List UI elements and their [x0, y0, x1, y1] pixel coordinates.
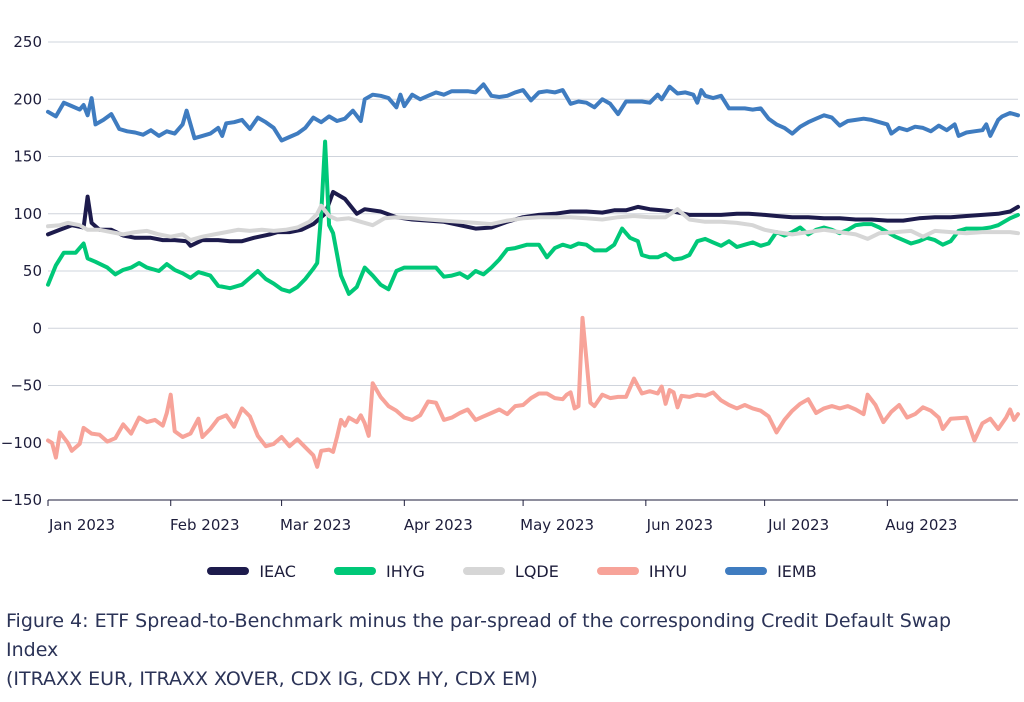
- series-line-ihyg: [46, 139, 1020, 296]
- x-tick-label-jan-2023: Jan 2023: [48, 516, 115, 534]
- series-line-ieac: [46, 190, 1020, 248]
- legend-swatch-ihyu: [596, 567, 639, 575]
- legend-item-lqde: LQDE: [462, 561, 559, 581]
- series-line-ihyu: [46, 315, 1020, 469]
- chart-svg: 250 200 150 100 50 0 −50 −100 −150 Jan 2023 Feb 20…: [1, 33, 1020, 534]
- legend-label-ihyg: IHYG: [385, 561, 425, 581]
- x-tick-label-jul-2023: Jul 2023: [767, 516, 829, 534]
- x-tick-label-feb-2023: Feb 2023: [170, 516, 240, 534]
- legend-swatch-ihyg: [333, 567, 376, 575]
- y-tick-label-150: 150: [13, 148, 42, 166]
- legend-label-ieac: IEAC: [259, 561, 296, 581]
- legend-item-ihyg: IHYG: [333, 561, 425, 581]
- series-layer: [46, 82, 1020, 469]
- series-line-lqde: [46, 203, 1020, 243]
- x-tick-label-apr-2023: Apr 2023: [404, 516, 473, 534]
- chart: 250 200 150 100 50 0 −50 −100 −150 Jan 2023 Feb 20…: [1, 33, 1020, 534]
- x-tick-label-may-2023: May 2023: [520, 516, 594, 534]
- legend-swatch-iemb: [725, 567, 768, 575]
- figure-caption: Figure 4: ETF Spread-to-Benchmark minus …: [6, 607, 1006, 694]
- axis-layer: 250 200 150 100 50 0 −50 −100 −150 Jan 2023 Feb 20…: [1, 33, 1018, 534]
- y-tick-label--150: −150: [1, 491, 42, 509]
- legend-label-ihyu: IHYU: [648, 561, 688, 581]
- y-tick-label-0: 0: [32, 319, 42, 337]
- legend-item-ieac: IEAC: [207, 562, 296, 581]
- x-tick-label-jun-2023: Jun 2023: [646, 516, 713, 534]
- caption-line-2: (ITRAXX EUR, ITRAXX XOVER, CDX IG, CDX H…: [6, 668, 538, 690]
- legend-swatch-ieac: [207, 567, 250, 575]
- series-line-iemb: [46, 82, 1020, 143]
- legend-item-iemb: IEMB: [725, 562, 817, 581]
- legend-swatch-lqde: [462, 567, 505, 575]
- x-tick-label-mar-2023: Mar 2023: [280, 516, 351, 534]
- y-tick-label--50: −50: [10, 377, 42, 395]
- y-tick-label-50: 50: [23, 262, 42, 280]
- x-tick-label-aug-2023: Aug 2023: [885, 516, 957, 534]
- y-tick-label--100: −100: [1, 434, 42, 452]
- legend-label-lqde: LQDE: [514, 561, 559, 581]
- y-tick-label-200: 200: [13, 90, 42, 108]
- caption-line-1: Figure 4: ETF Spread-to-Benchmark minus …: [6, 610, 952, 661]
- legend-label-iemb: IEMB: [777, 561, 817, 581]
- y-tick-label-250: 250: [13, 33, 42, 51]
- legend: IEAC IHYG LQDE IHYU IEMB: [0, 556, 1024, 586]
- legend-item-ihyu: IHYU: [596, 561, 688, 581]
- y-tick-label-100: 100: [13, 205, 42, 223]
